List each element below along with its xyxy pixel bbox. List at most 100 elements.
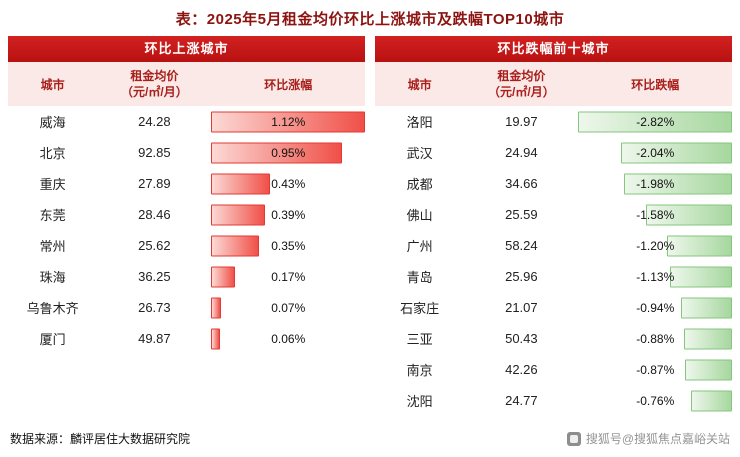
table-row: 成都 34.66 -1.98% bbox=[375, 168, 732, 199]
price-cell: 24.94 bbox=[505, 145, 538, 160]
change-cell: 0.35% bbox=[211, 230, 365, 261]
decrease-data-bar bbox=[680, 297, 732, 318]
data-source: 数据来源：麟评居住大数据研究院 bbox=[10, 432, 191, 446]
decrease-data-bar bbox=[621, 142, 732, 163]
price-cell: 24.77 bbox=[505, 393, 538, 408]
change-cell: -0.87% bbox=[578, 354, 732, 385]
price-column-header: 租金均价 （元/㎡/月） bbox=[97, 62, 211, 106]
table-row: 洛阳 19.97 -2.82% bbox=[375, 106, 732, 137]
increase-data-bar bbox=[211, 328, 220, 349]
rise-panel-header: 环比上涨城市 bbox=[8, 36, 365, 62]
price-header-line2: （元/㎡/月） bbox=[488, 85, 555, 99]
city-column-header: 城市 bbox=[407, 77, 432, 92]
price-cell: 42.26 bbox=[505, 362, 538, 377]
city-cell: 三亚 bbox=[406, 332, 433, 347]
decrease-column-header: 环比跌幅 bbox=[631, 77, 680, 92]
sohu-logo-icon bbox=[566, 431, 581, 446]
fall-column-headers: 城市 租金均价 （元/㎡/月） 环比跌幅 bbox=[375, 62, 732, 106]
city-cell: 南京 bbox=[406, 363, 433, 378]
city-cell: 成都 bbox=[406, 177, 433, 192]
change-value-label: -1.20% bbox=[636, 238, 675, 253]
price-header-line2: （元/㎡/月） bbox=[121, 85, 188, 99]
price-cell: 26.73 bbox=[138, 300, 171, 315]
price-cell: 36.25 bbox=[138, 269, 171, 284]
table-row: 东莞 28.46 0.39% bbox=[8, 199, 365, 230]
change-value-label: -1.13% bbox=[636, 269, 675, 284]
fall-panel-header: 环比跌幅前十城市 bbox=[375, 36, 732, 62]
city-cell: 重庆 bbox=[39, 177, 66, 192]
table-row: 沈阳 24.77 -0.76% bbox=[375, 385, 732, 416]
price-cell: 58.24 bbox=[505, 238, 538, 253]
price-cell: 25.96 bbox=[505, 269, 538, 284]
city-cell: 威海 bbox=[39, 115, 66, 130]
price-column-header: 租金均价 （元/㎡/月） bbox=[464, 62, 578, 106]
change-value-label: -1.98% bbox=[636, 176, 675, 191]
increase-data-bar bbox=[211, 297, 222, 318]
rise-table-body: 威海 24.28 1.12% 北京 92.85 0.95% 重庆 27.89 0.43% 东莞 28… bbox=[8, 106, 365, 354]
city-cell: 洛阳 bbox=[406, 115, 433, 130]
figure: 表：2025年5月租金均价环比上涨城市及跌幅TOP10城市 环比上涨城市 城市 … bbox=[0, 11, 740, 446]
price-cell: 21.07 bbox=[505, 300, 538, 315]
table-row: 南京 42.26 -0.87% bbox=[375, 354, 732, 385]
city-cell: 武汉 bbox=[406, 146, 433, 161]
figure-footer: 数据来源：麟评居住大数据研究院 搜狐号@搜狐焦点嘉峪关站 bbox=[0, 430, 740, 447]
increase-column-header: 环比涨幅 bbox=[264, 77, 313, 92]
change-value-label: -2.82% bbox=[636, 114, 675, 129]
tables-container: 环比上涨城市 城市 租金均价 （元/㎡/月） 环比涨幅 威海 24.28 1.12%… bbox=[0, 36, 740, 416]
price-cell: 34.66 bbox=[505, 176, 538, 191]
change-cell: 0.43% bbox=[211, 168, 365, 199]
change-value-label: 0.35% bbox=[271, 238, 306, 253]
city-cell: 广州 bbox=[406, 239, 433, 254]
change-cell: -0.94% bbox=[578, 292, 732, 323]
table-row: 厦门 49.87 0.06% bbox=[8, 323, 365, 354]
change-cell: -1.20% bbox=[578, 230, 732, 261]
change-value-label: 0.95% bbox=[271, 145, 306, 160]
watermark-text: 搜狐号@搜狐焦点嘉峪关站 bbox=[585, 432, 730, 446]
table-row: 乌鲁木齐 26.73 0.07% bbox=[8, 292, 365, 323]
figure-title: 表：2025年5月租金均价环比上涨城市及跌幅TOP10城市 bbox=[175, 11, 565, 28]
price-cell: 24.28 bbox=[138, 114, 171, 129]
city-cell: 常州 bbox=[39, 239, 66, 254]
change-cell: 0.17% bbox=[211, 261, 365, 292]
decrease-data-bar bbox=[578, 111, 732, 132]
price-cell: 28.46 bbox=[138, 207, 171, 222]
decrease-data-bar bbox=[684, 359, 732, 380]
table-row: 佛山 25.59 -1.58% bbox=[375, 199, 732, 230]
decrease-data-bar bbox=[670, 266, 732, 287]
change-cell: -2.82% bbox=[578, 106, 732, 137]
change-cell: -1.98% bbox=[578, 168, 732, 199]
city-cell: 沈阳 bbox=[406, 394, 433, 409]
table-row: 常州 25.62 0.35% bbox=[8, 230, 365, 261]
increase-data-bar bbox=[211, 235, 260, 256]
change-cell: -1.13% bbox=[578, 261, 732, 292]
change-cell: -1.58% bbox=[578, 199, 732, 230]
change-value-label: 0.07% bbox=[271, 300, 306, 315]
increase-data-bar bbox=[211, 266, 235, 287]
table-row: 威海 24.28 1.12% bbox=[8, 106, 365, 137]
city-cell: 北京 bbox=[39, 146, 66, 161]
increase-data-bar bbox=[211, 111, 365, 132]
change-value-label: 1.12% bbox=[271, 114, 306, 129]
table-row: 青岛 25.96 -1.13% bbox=[375, 261, 732, 292]
change-cell: 1.12% bbox=[211, 106, 365, 137]
table-row: 广州 58.24 -1.20% bbox=[375, 230, 732, 261]
city-cell: 佛山 bbox=[406, 208, 433, 223]
city-cell: 珠海 bbox=[39, 270, 66, 285]
change-cell: 0.07% bbox=[211, 292, 365, 323]
price-header-line1: 租金均价 bbox=[130, 68, 179, 83]
price-cell: 25.59 bbox=[505, 207, 538, 222]
change-cell: -2.04% bbox=[578, 137, 732, 168]
decrease-data-bar bbox=[666, 235, 732, 256]
price-cell: 92.85 bbox=[138, 145, 171, 160]
table-row: 石家庄 21.07 -0.94% bbox=[375, 292, 732, 323]
increase-data-bar bbox=[211, 204, 265, 225]
change-value-label: -0.88% bbox=[636, 331, 675, 346]
change-value-label: -1.58% bbox=[636, 207, 675, 222]
table-row: 三亚 50.43 -0.88% bbox=[375, 323, 732, 354]
fall-panel: 环比跌幅前十城市 城市 租金均价 （元/㎡/月） 环比跌幅 洛阳 19.97 -2.… bbox=[375, 36, 732, 416]
city-cell: 石家庄 bbox=[400, 301, 440, 316]
change-value-label: 0.17% bbox=[271, 269, 306, 284]
table-row: 重庆 27.89 0.43% bbox=[8, 168, 365, 199]
price-cell: 50.43 bbox=[505, 331, 538, 346]
rise-column-headers: 城市 租金均价 （元/㎡/月） 环比涨幅 bbox=[8, 62, 365, 106]
